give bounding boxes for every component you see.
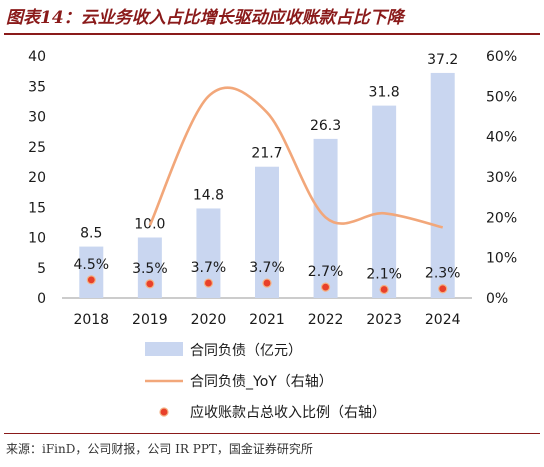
y-right-tick-0%: 0%: [486, 291, 508, 307]
dot-label-2024: 2.3%: [425, 266, 461, 282]
figure-title: 图表14：云业务收入占比增长驱动应收账款占比下降: [6, 8, 404, 28]
bottom-rule: [4, 433, 540, 434]
y-right-tick-40%: 40%: [486, 130, 517, 146]
x-tick-2022: 2022: [308, 312, 344, 328]
x-tick-2023: 2023: [366, 312, 402, 328]
bar-2024: [430, 72, 455, 298]
x-tick-2024: 2024: [425, 312, 461, 328]
y-left-tick-35: 35: [28, 79, 46, 95]
dot-2020: [203, 278, 214, 288]
x-tick-2021: 2021: [249, 312, 285, 328]
bar-2023: [372, 105, 397, 298]
y-right-tick-20%: 20%: [486, 210, 517, 226]
legend-label-dot: 应收账款占总收入比例（右轴）: [190, 404, 386, 421]
bar-label-2022: 26.3: [310, 118, 341, 134]
dot-2019: [145, 279, 155, 289]
legend-label-bars: 合同负债（亿元）: [190, 343, 302, 359]
bar-label-2020: 14.8: [193, 187, 224, 203]
dot-label-2021: 3.7%: [249, 260, 285, 276]
bar-label-2021: 21.7: [251, 146, 282, 162]
x-tick-2018: 2018: [73, 312, 109, 328]
title-rule: [4, 33, 540, 35]
y-left-tick-20: 20: [28, 170, 46, 186]
y-left-tick-0: 0: [37, 291, 46, 307]
dot-label-2023: 2.1%: [366, 267, 402, 283]
yoy-line: [148, 86, 444, 229]
y-left-tick-15: 15: [28, 200, 46, 216]
left-ticks: 0 5 10 15 20 25 30 35 40: [28, 49, 46, 307]
bar-label-2018: 8.5: [80, 226, 102, 242]
x-tick-2019: 2019: [132, 312, 168, 328]
legend-label-line: 合同负债_YoY（右轴）: [190, 374, 333, 390]
x-tick-2020: 2020: [191, 312, 227, 328]
y-right-tick-10%: 10%: [486, 251, 517, 267]
bar-2018: [79, 246, 104, 298]
y-left-tick-10: 10: [28, 231, 46, 247]
bar-labels: 8.510.014.821.726.331.837.2: [80, 52, 458, 242]
right-ticks: 0% 10% 20% 30% 40% 50% 60%: [486, 49, 517, 307]
bar-2021: [255, 166, 279, 298]
y-left-tick-25: 25: [28, 140, 46, 156]
legend: 合同负债（亿元） 合同负债_YoY（右轴） 应收账款占总收入比例（右轴）: [145, 342, 386, 421]
bar-label-2023: 31.8: [369, 85, 400, 101]
dot-2018: [86, 275, 96, 285]
legend-swatch-dot: [159, 407, 169, 417]
dot-label-2018: 4.5%: [73, 257, 109, 273]
y-right-tick-60%: 60%: [486, 49, 517, 65]
dot-labels: 4.5% 3.5% 3.7% 3.7% 2.7% 2.1% 2.3%: [73, 257, 460, 283]
y-right-tick-50%: 50%: [486, 89, 517, 105]
y-right-tick-30%: 30%: [486, 170, 517, 186]
bar-label-2024: 37.2: [427, 52, 458, 68]
dot-2021: [262, 278, 272, 288]
dot-2022: [320, 282, 331, 292]
legend-swatch-bars: [145, 342, 183, 356]
dot-label-2022: 2.7%: [308, 264, 344, 280]
dot-label-2019: 3.5%: [132, 261, 168, 277]
dots: [86, 275, 448, 295]
dot-2023: [379, 284, 389, 295]
dot-2024: [438, 284, 448, 294]
x-labels: 2018 2019 2020 2021 2022 2023 2024: [73, 312, 460, 328]
yoy-line-path: [148, 86, 444, 229]
bars: [79, 72, 455, 298]
y-left-tick-30: 30: [28, 110, 46, 126]
dot-label-2020: 3.7%: [191, 260, 227, 276]
y-left-tick-40: 40: [28, 49, 46, 65]
y-left-tick-5: 5: [37, 261, 46, 277]
source-note: 来源：iFinD，公司财报，公司 IR PPT，国金证券研究所: [6, 442, 313, 456]
